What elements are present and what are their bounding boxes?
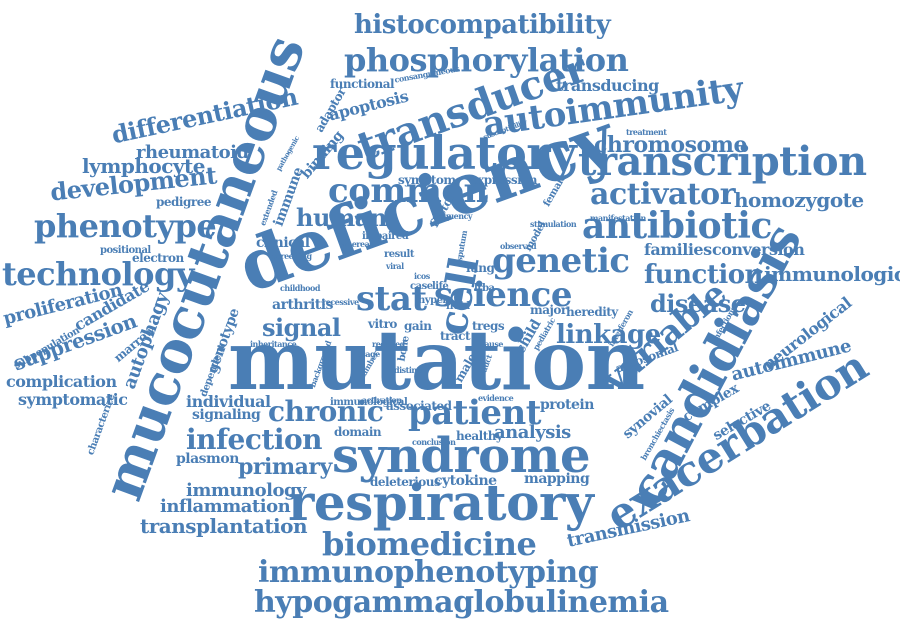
word-cause: cause: [480, 339, 503, 349]
word-respiratory: respiratory: [288, 473, 594, 532]
word-phenotype: phenotype: [34, 207, 217, 245]
word-chronic: chronic: [268, 395, 384, 428]
word-pedigree: pedigree: [156, 195, 211, 209]
word-positional: positional: [100, 245, 151, 256]
word-stat: stat: [356, 279, 427, 319]
word-analysis: analysis: [494, 422, 571, 443]
word-associated: associated: [386, 399, 452, 413]
word-antibiotic: antibiotic: [582, 205, 772, 247]
word-histocompatibility: histocompatibility: [354, 10, 611, 40]
word-vitro: vitro: [368, 317, 397, 331]
word-life: life: [432, 281, 449, 292]
word-mapping: mapping: [524, 471, 590, 487]
word-whereas: whereas: [340, 239, 374, 249]
word-symptom: symptom: [398, 173, 456, 187]
word-common: common: [328, 171, 488, 211]
word-clinical: clinical: [256, 235, 310, 251]
word-major: major: [530, 303, 567, 317]
word-function: function: [644, 260, 763, 290]
word-functional: functional: [330, 77, 395, 91]
word-transplantation: transplantation: [140, 514, 308, 538]
word-primary: primary: [238, 454, 332, 480]
word-infection: infection: [186, 423, 323, 456]
word-icos: icos: [414, 271, 430, 281]
word-technology: technology: [2, 255, 194, 293]
word-phosphorylation: phosphorylation: [344, 41, 629, 79]
word-observed: observed: [500, 241, 537, 251]
word-regulatory: regulatory: [312, 126, 577, 180]
word-disease: disease: [650, 289, 746, 318]
word-gain: gain: [404, 319, 432, 333]
word-linkage: linkage: [556, 320, 661, 350]
word-syndrome: syndrome: [332, 428, 591, 484]
word-healthy: healthy: [456, 429, 503, 443]
word-cytokine: cytokine: [434, 473, 497, 489]
word-patient: patient: [408, 393, 541, 433]
word-domain: domain: [334, 425, 382, 439]
word-viral: viral: [386, 261, 404, 271]
word-immunologic: immunologic: [764, 262, 900, 286]
word-transducing: transducing: [556, 76, 659, 95]
word-deleterious: deleterious: [370, 475, 441, 489]
word-homozygote: homozygote: [734, 188, 864, 212]
word-lung: lung: [466, 261, 495, 275]
word-recessive: recessive: [322, 297, 359, 307]
word-conversion: conversion: [712, 240, 805, 259]
word-human: human: [296, 203, 387, 232]
word-stimulation: stimulation: [530, 219, 577, 229]
word-individual: individual: [186, 392, 271, 411]
word-lrba: lrba: [474, 283, 495, 294]
word-distinct: distinct: [394, 365, 425, 375]
word-complication: complication: [6, 372, 117, 391]
word-childhood: childhood: [280, 283, 320, 293]
word-signaling: signaling: [192, 407, 261, 423]
word-screening: screening: [272, 251, 312, 261]
word-manifestation: manifestation: [590, 213, 646, 223]
word-inflammation: inflammation: [160, 496, 291, 517]
word-tract: tract: [440, 329, 471, 343]
word-protein: protein: [540, 397, 594, 413]
word-rheumatoid: rheumatoid: [136, 142, 249, 163]
word-treatment: treatment: [626, 127, 667, 137]
word-inheritance: inheritance: [250, 339, 297, 349]
word-impaired: impaired: [362, 231, 409, 242]
word-immunophenotyping: immunophenotyping: [258, 555, 599, 590]
word-activation: activation: [362, 395, 402, 405]
word-tregs: tregs: [472, 319, 505, 333]
word-immunological: immunological: [330, 397, 408, 408]
word-signal: signal: [262, 313, 341, 342]
word-mutation: mutation: [228, 313, 645, 409]
word-expression: expression: [470, 173, 537, 187]
word-families: families: [644, 240, 712, 259]
word-genetic: genetic: [492, 241, 630, 281]
word-reduced: reduced: [372, 339, 405, 349]
word-symptomatic: symptomatic: [18, 390, 128, 409]
word-hypogammaglobulinemia: hypogammaglobulinemia: [254, 585, 669, 620]
word-fluid: fluid: [446, 301, 470, 312]
word-lymphocyte: lymphocyte: [82, 154, 206, 178]
word-usage: usage: [356, 349, 380, 359]
word-immunology: immunology: [186, 480, 307, 501]
word-electron: electron: [132, 251, 184, 265]
word-activator: activator: [590, 177, 736, 212]
word-science: science: [434, 275, 572, 315]
word-transcription: transcription: [578, 138, 867, 185]
word-evidence: evidence: [478, 393, 514, 403]
word-result: result: [384, 249, 414, 260]
word-conclusion: conclusion: [412, 437, 456, 447]
word-arthritis: arthritis: [272, 297, 333, 313]
word-hyper: hyper: [418, 295, 448, 306]
word-biomedicine: biomedicine: [322, 525, 537, 563]
word-chromosome: chromosome: [594, 132, 747, 158]
word-case: case: [410, 281, 433, 292]
word-plasmon: plasmon: [176, 451, 239, 467]
word-frequency: frequency: [432, 211, 473, 221]
word-heredity: heredity: [566, 305, 618, 319]
